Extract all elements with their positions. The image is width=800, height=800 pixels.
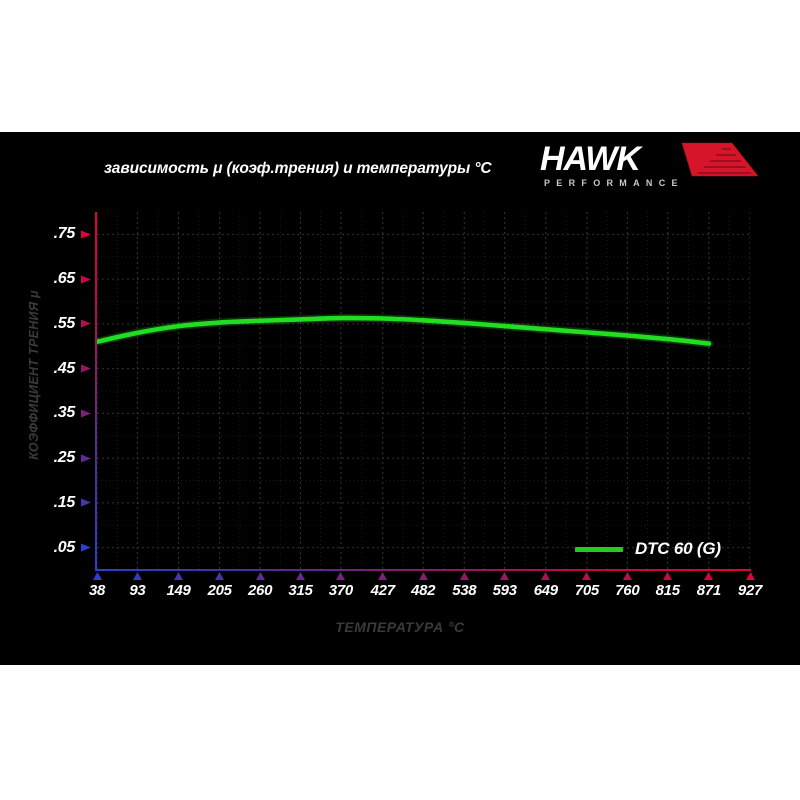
y-tick-15: .15 xyxy=(54,493,92,513)
x-tick-label: 38 xyxy=(88,582,106,599)
x-tick-arrow-icon xyxy=(582,572,592,580)
y-tick-25: .25 xyxy=(54,448,92,468)
x-tick-315: 315 xyxy=(270,572,330,599)
y-tick-label: .35 xyxy=(53,404,76,422)
legend-swatch-dtc-60-g xyxy=(575,546,623,552)
x-tick-927: 927 xyxy=(720,572,780,599)
plot-area xyxy=(97,212,750,570)
x-tick-label: 760 xyxy=(615,582,640,599)
x-tick-label: 705 xyxy=(574,582,599,599)
x-tick-arrow-icon xyxy=(745,572,755,580)
y-tick-arrow-icon xyxy=(81,454,91,463)
x-tick-760: 760 xyxy=(597,572,657,599)
x-tick-arrow-icon xyxy=(541,572,551,580)
x-tick-260: 260 xyxy=(230,572,290,599)
x-tick-arrow-icon xyxy=(459,572,469,580)
y-tick-label: .65 xyxy=(53,270,76,288)
y-tick-arrow-icon xyxy=(81,498,91,507)
x-tick-label: 149 xyxy=(166,582,191,599)
x-tick-arrow-icon xyxy=(215,572,225,580)
x-tick-label: 538 xyxy=(452,582,477,599)
x-tick-label: 482 xyxy=(411,582,436,599)
x-tick-arrow-icon xyxy=(255,572,265,580)
y-axis-line xyxy=(95,212,97,571)
x-tick-705: 705 xyxy=(557,572,617,599)
x-tick-arrow-icon xyxy=(622,572,632,580)
y-tick-label: .05 xyxy=(53,538,76,556)
chart-title: зависимость μ (коэф.трения) и температур… xyxy=(104,160,492,177)
y-tick-35: .35 xyxy=(54,403,92,423)
x-tick-label: 927 xyxy=(737,582,763,599)
y-tick-arrow-icon xyxy=(81,409,91,418)
y-tick-arrow-icon xyxy=(81,543,91,552)
y-tick-45: .45 xyxy=(54,359,92,379)
grid-lines xyxy=(97,212,750,570)
hawk-wing-icon xyxy=(681,142,758,177)
x-tick-815: 815 xyxy=(638,572,698,599)
legend-label-dtc-60-g: DTC 60 (G) xyxy=(635,539,721,558)
x-tick-538: 538 xyxy=(434,572,494,599)
x-tick-871: 871 xyxy=(679,572,739,599)
x-tick-205: 205 xyxy=(190,572,250,599)
series-curves xyxy=(97,314,713,348)
x-tick-label: 871 xyxy=(696,582,721,599)
x-tick-649: 649 xyxy=(516,572,576,599)
x-tick-427: 427 xyxy=(353,572,413,599)
x-tick-label: 815 xyxy=(655,582,680,599)
y-axis-title: КОЭФФИЦИЕНТ ТРЕНИЯ μ xyxy=(27,290,41,460)
x-tick-label: 370 xyxy=(328,582,353,599)
x-tick-arrow-icon xyxy=(336,572,346,580)
x-tick-arrow-icon xyxy=(500,572,510,580)
y-tick-label: .25 xyxy=(53,449,76,467)
x-tick-149: 149 xyxy=(149,572,209,599)
x-tick-arrow-icon xyxy=(132,572,142,580)
x-tick-label: 260 xyxy=(247,582,273,599)
y-tick-arrow-icon xyxy=(81,319,91,328)
x-tick-arrow-icon xyxy=(663,572,673,580)
x-tick-label: 315 xyxy=(288,582,313,599)
legend: DTC 60 (G) xyxy=(575,539,721,559)
y-tick-arrow-icon xyxy=(81,230,91,239)
y-tick-arrow-icon xyxy=(81,364,91,373)
y-tick-label: .55 xyxy=(53,314,76,332)
x-tick-arrow-icon xyxy=(418,572,428,580)
x-tick-593: 593 xyxy=(475,572,535,599)
y-tick-label: .75 xyxy=(53,225,76,243)
brand-wordmark: HAWK xyxy=(540,140,641,178)
x-tick-370: 370 xyxy=(311,572,371,599)
y-axis-ticks: .05 .15 .25 .35 .45 .55 .65 .75 xyxy=(0,212,92,570)
x-tick-label: 427 xyxy=(370,582,395,599)
y-tick-label: .45 xyxy=(53,359,76,377)
x-tick-482: 482 xyxy=(393,572,453,599)
hawk-performance-logo: HAWK PERFORMANCE xyxy=(540,140,758,192)
x-tick-38: 38 xyxy=(67,572,127,599)
y-tick-55: .55 xyxy=(54,314,92,334)
x-tick-label: 593 xyxy=(492,582,517,599)
brand-tagline: PERFORMANCE xyxy=(544,178,684,188)
x-tick-arrow-icon xyxy=(174,572,184,580)
y-tick-label: .15 xyxy=(53,493,76,511)
x-tick-label: 205 xyxy=(207,582,232,599)
x-tick-93: 93 xyxy=(107,572,167,599)
x-axis-title: ТЕМПЕРАТУРА °C xyxy=(335,619,465,635)
x-axis-ticks: 38 93 149 205 260 315 370 427 482 538 593 649 705 760… xyxy=(89,572,762,612)
x-axis-line xyxy=(96,569,751,571)
x-tick-arrow-icon xyxy=(378,572,388,580)
y-tick-05: .05 xyxy=(54,538,92,558)
y-tick-75: .75 xyxy=(54,224,92,244)
x-tick-arrow-icon xyxy=(704,572,714,580)
y-tick-arrow-icon xyxy=(81,275,91,284)
x-tick-label: 93 xyxy=(129,582,146,599)
x-tick-arrow-icon xyxy=(92,572,102,580)
x-tick-arrow-icon xyxy=(295,572,305,580)
y-tick-65: .65 xyxy=(54,269,92,289)
x-tick-label: 649 xyxy=(533,582,558,599)
